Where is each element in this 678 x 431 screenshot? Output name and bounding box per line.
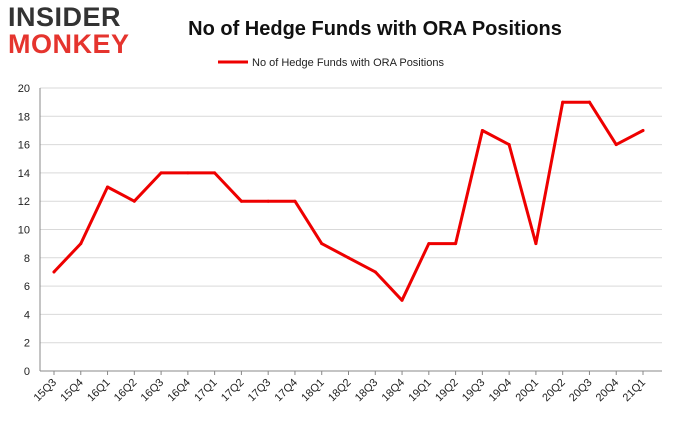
data-point: [132, 199, 136, 203]
y-tick-label: 16: [18, 140, 30, 152]
data-point: [480, 128, 484, 132]
data-point: [186, 171, 190, 175]
data-point: [52, 270, 56, 274]
y-tick-label: 18: [18, 111, 30, 123]
x-tick-label: 18Q4: [380, 377, 408, 405]
x-tick-label: 20Q3: [567, 377, 595, 405]
x-tick-label: 17Q4: [273, 377, 301, 405]
y-tick-label: 0: [24, 366, 30, 378]
y-axis: 0 2 4 6 8 10 12 14 16 18 20: [18, 83, 41, 378]
data-point: [320, 242, 324, 246]
x-tick-label: 20Q1: [514, 377, 542, 405]
y-tick-label: 8: [24, 253, 30, 265]
x-tick-label: 19Q3: [460, 377, 488, 405]
x-tick-label: 17Q2: [219, 377, 247, 405]
y-tick-label: 12: [18, 196, 30, 208]
logo-line-2: MONKEY: [8, 29, 130, 59]
y-tick-label: 2: [24, 338, 30, 350]
x-tick-label: 18Q2: [326, 377, 354, 405]
legend-label: No of Hedge Funds with ORA Positions: [252, 57, 444, 69]
x-tick-label: 19Q2: [433, 377, 461, 405]
chart-title: No of Hedge Funds with ORA Positions: [188, 18, 562, 40]
x-tick-label: 18Q3: [353, 377, 381, 405]
data-point: [614, 143, 618, 147]
data-point: [641, 128, 645, 132]
x-tick-label: 15Q3: [32, 377, 60, 405]
x-tick-label: 21Q1: [621, 377, 649, 405]
grid: [40, 87, 662, 344]
data-point: [213, 171, 217, 175]
data-point: [347, 256, 350, 260]
data-point: [427, 242, 431, 246]
data-point: [266, 199, 270, 203]
data-point: [534, 242, 538, 246]
x-tick-label: 18Q1: [299, 377, 327, 405]
data-point: [373, 270, 377, 274]
x-tick-label: 16Q1: [85, 377, 113, 405]
y-tick-label: 10: [18, 225, 30, 237]
x-tick-label: 20Q2: [540, 377, 568, 405]
data-point: [561, 100, 565, 104]
y-tick-label: 20: [18, 83, 30, 95]
data-point: [400, 298, 404, 302]
x-tick-label: 19Q4: [487, 377, 515, 405]
data-point: [293, 199, 297, 203]
data-point: [239, 199, 243, 203]
data-point: [507, 143, 511, 147]
legend: No of Hedge Funds with ORA Positions: [218, 57, 444, 69]
x-tick-label: 16Q4: [165, 377, 193, 405]
insider-monkey-logo: INSIDER MONKEY: [8, 2, 130, 59]
x-tick-label: 15Q4: [58, 377, 86, 405]
y-tick-label: 14: [18, 168, 30, 180]
x-tick-label: 16Q3: [139, 377, 167, 405]
data-point: [159, 171, 163, 175]
series-layer: [52, 100, 645, 302]
y-tick-label: 4: [24, 309, 30, 321]
x-tick-label: 17Q1: [192, 377, 220, 405]
y-tick-label: 6: [24, 281, 30, 293]
x-axis: 15Q3 15Q4 16Q1 16Q2 16Q3 16Q4 17Q1 17Q2 17Q3 17Q4…: [32, 370, 662, 405]
x-tick-label: 17Q3: [246, 377, 274, 405]
data-point: [79, 242, 83, 246]
data-point: [454, 242, 458, 246]
data-point: [106, 185, 110, 189]
x-tick-label: 20Q4: [594, 377, 622, 405]
logo-line-1: INSIDER: [8, 2, 121, 32]
data-point: [587, 100, 591, 104]
x-tick-label: 16Q2: [112, 377, 140, 405]
x-tick-label: 19Q1: [406, 377, 434, 405]
